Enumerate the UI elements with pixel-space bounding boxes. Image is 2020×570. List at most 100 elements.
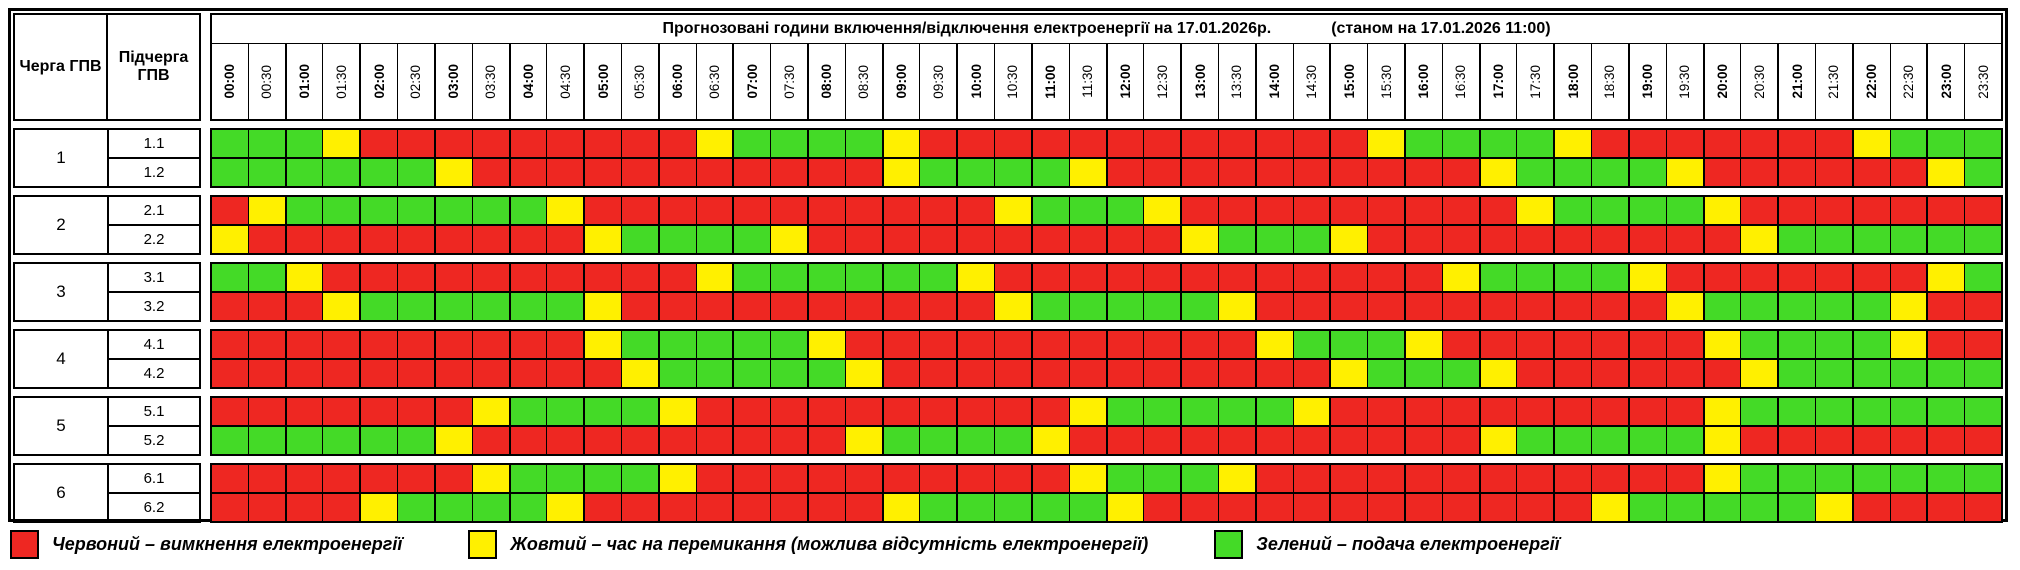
slot-2.2-08:00 xyxy=(807,226,845,253)
subqueue-label-3.2: 3.2 xyxy=(109,291,199,320)
slot-1.1-15:00 xyxy=(1329,130,1368,157)
slot-6.1-11:30 xyxy=(1068,465,1106,492)
slot-2.1-22:30 xyxy=(1889,197,1927,224)
slot-6.2-06:00 xyxy=(657,494,696,521)
slot-6.1-12:00 xyxy=(1105,465,1144,492)
slot-2.2-19:00 xyxy=(1627,226,1666,253)
slot-2.1-20:30 xyxy=(1740,197,1778,224)
slot-5.1-04:30 xyxy=(546,398,584,425)
slot-2.1-10:30 xyxy=(994,197,1031,224)
subqueue-label-2.1: 2.1 xyxy=(143,202,165,219)
slot-3.1-02:30 xyxy=(397,264,434,291)
slot-2.1-15:00 xyxy=(1329,197,1368,224)
slot-5.2-04:30 xyxy=(546,427,584,454)
slot-1.2-01:30 xyxy=(322,159,360,186)
slot-5.2-17:00 xyxy=(1478,427,1517,454)
subqueue-label-6.2: 6.2 xyxy=(109,492,199,521)
time-label-07:30: 07:30 xyxy=(770,44,807,119)
slot-5.1-20:00 xyxy=(1702,398,1741,425)
slot-4.2-03:00 xyxy=(433,360,472,387)
slot-2.2-07:30 xyxy=(770,226,807,253)
slot-1.2-04:30 xyxy=(546,159,584,186)
slot-2.2-13:30 xyxy=(1217,226,1255,253)
slot-3.1-01:00 xyxy=(284,264,323,291)
slot-6.2-01:30 xyxy=(322,494,360,521)
time-label-text: 10:00 xyxy=(968,64,984,99)
slot-2.1-06:00 xyxy=(657,197,696,224)
time-label-03:00: 03:00 xyxy=(433,44,472,119)
slot-5.1-13:30 xyxy=(1217,398,1255,425)
slot-6.1-15:30 xyxy=(1367,465,1404,492)
slot-6.1-00:00 xyxy=(212,465,248,492)
slot-6.2-22:30 xyxy=(1889,494,1927,521)
slot-5.2-13:00 xyxy=(1180,427,1218,454)
slot-4.1-02:00 xyxy=(359,331,398,358)
slot-1.1-17:30 xyxy=(1516,130,1554,157)
slot-4.2-10:00 xyxy=(956,360,995,387)
slot-4.2-23:00 xyxy=(1926,360,1965,387)
time-label-text: 19:30 xyxy=(1677,64,1693,99)
slot-3.2-02:30 xyxy=(397,293,434,320)
slot-5.1-01:00 xyxy=(284,398,323,425)
slot-4.1-15:30 xyxy=(1367,331,1404,358)
slot-4.2-23:30 xyxy=(1964,360,2001,387)
slot-2.1-02:30 xyxy=(397,197,434,224)
queue-number-2: 2 xyxy=(15,197,109,253)
queue-group-1: 1 1.1 1.2 xyxy=(13,128,2003,188)
slot-5.2-07:00 xyxy=(732,427,771,454)
time-label-text: 14:00 xyxy=(1267,64,1283,99)
slot-3.1-17:00 xyxy=(1478,264,1517,291)
schedule-grid-5 xyxy=(210,396,2003,456)
legend-swatch-Y xyxy=(468,530,498,559)
slot-2.1-23:30 xyxy=(1964,197,2001,224)
schedule-row-3.1 xyxy=(212,264,2001,291)
group-gap xyxy=(201,396,210,456)
slot-4.2-08:00 xyxy=(807,360,845,387)
slot-5.1-03:00 xyxy=(433,398,472,425)
slot-2.1-04:00 xyxy=(508,197,547,224)
queue-group-6: 6 6.1 6.2 xyxy=(13,463,2003,523)
slot-4.2-02:00 xyxy=(359,360,398,387)
slot-3.1-05:00 xyxy=(583,264,621,291)
time-label-text: 02:30 xyxy=(408,64,424,99)
slot-4.1-12:30 xyxy=(1143,331,1181,358)
slot-1.2-22:00 xyxy=(1851,159,1890,186)
slot-4.2-14:00 xyxy=(1254,360,1293,387)
slot-5.1-00:00 xyxy=(212,398,248,425)
time-label-text: 21:30 xyxy=(1826,64,1842,99)
group-gap xyxy=(201,329,210,389)
slot-1.2-10:30 xyxy=(994,159,1031,186)
slot-4.1-05:00 xyxy=(583,331,621,358)
slot-2.2-04:30 xyxy=(546,226,584,253)
slot-6.2-00:30 xyxy=(247,494,285,521)
schedule-row-2.1 xyxy=(212,197,2001,224)
slot-5.2-01:00 xyxy=(284,427,323,454)
slot-4.2-02:30 xyxy=(397,360,434,387)
slot-6.1-13:00 xyxy=(1180,465,1218,492)
slot-6.2-15:00 xyxy=(1329,494,1368,521)
slot-4.1-13:30 xyxy=(1217,331,1255,358)
time-label-text: 13:00 xyxy=(1192,64,1208,99)
slot-5.1-22:00 xyxy=(1851,398,1890,425)
time-label-15:30: 15:30 xyxy=(1367,44,1404,119)
time-label-05:00: 05:00 xyxy=(583,44,621,119)
time-header-row: 00:00 00:30 01:00 01:30 02:00 02:30 03:00 03:30… xyxy=(212,44,2001,119)
slot-6.1-01:00 xyxy=(284,465,323,492)
legend-item-R: Червоний – вимкнення електроенергії xyxy=(10,530,402,559)
time-label-text: 15:30 xyxy=(1378,64,1394,99)
time-label-02:30: 02:30 xyxy=(397,44,434,119)
slot-3.1-06:30 xyxy=(695,264,733,291)
slot-5.2-22:30 xyxy=(1889,427,1927,454)
slot-3.1-15:00 xyxy=(1329,264,1368,291)
time-label-text: 05:30 xyxy=(632,64,648,99)
slot-6.1-07:30 xyxy=(770,465,807,492)
slot-1.2-16:00 xyxy=(1404,159,1442,186)
slot-2.2-21:00 xyxy=(1777,226,1815,253)
slot-2.1-12:00 xyxy=(1105,197,1144,224)
slot-3.2-14:00 xyxy=(1254,293,1293,320)
slot-6.2-19:00 xyxy=(1627,494,1666,521)
group-gap xyxy=(201,195,210,255)
slot-3.1-22:30 xyxy=(1889,264,1927,291)
slot-1.1-12:30 xyxy=(1143,130,1181,157)
slot-3.2-06:00 xyxy=(657,293,696,320)
